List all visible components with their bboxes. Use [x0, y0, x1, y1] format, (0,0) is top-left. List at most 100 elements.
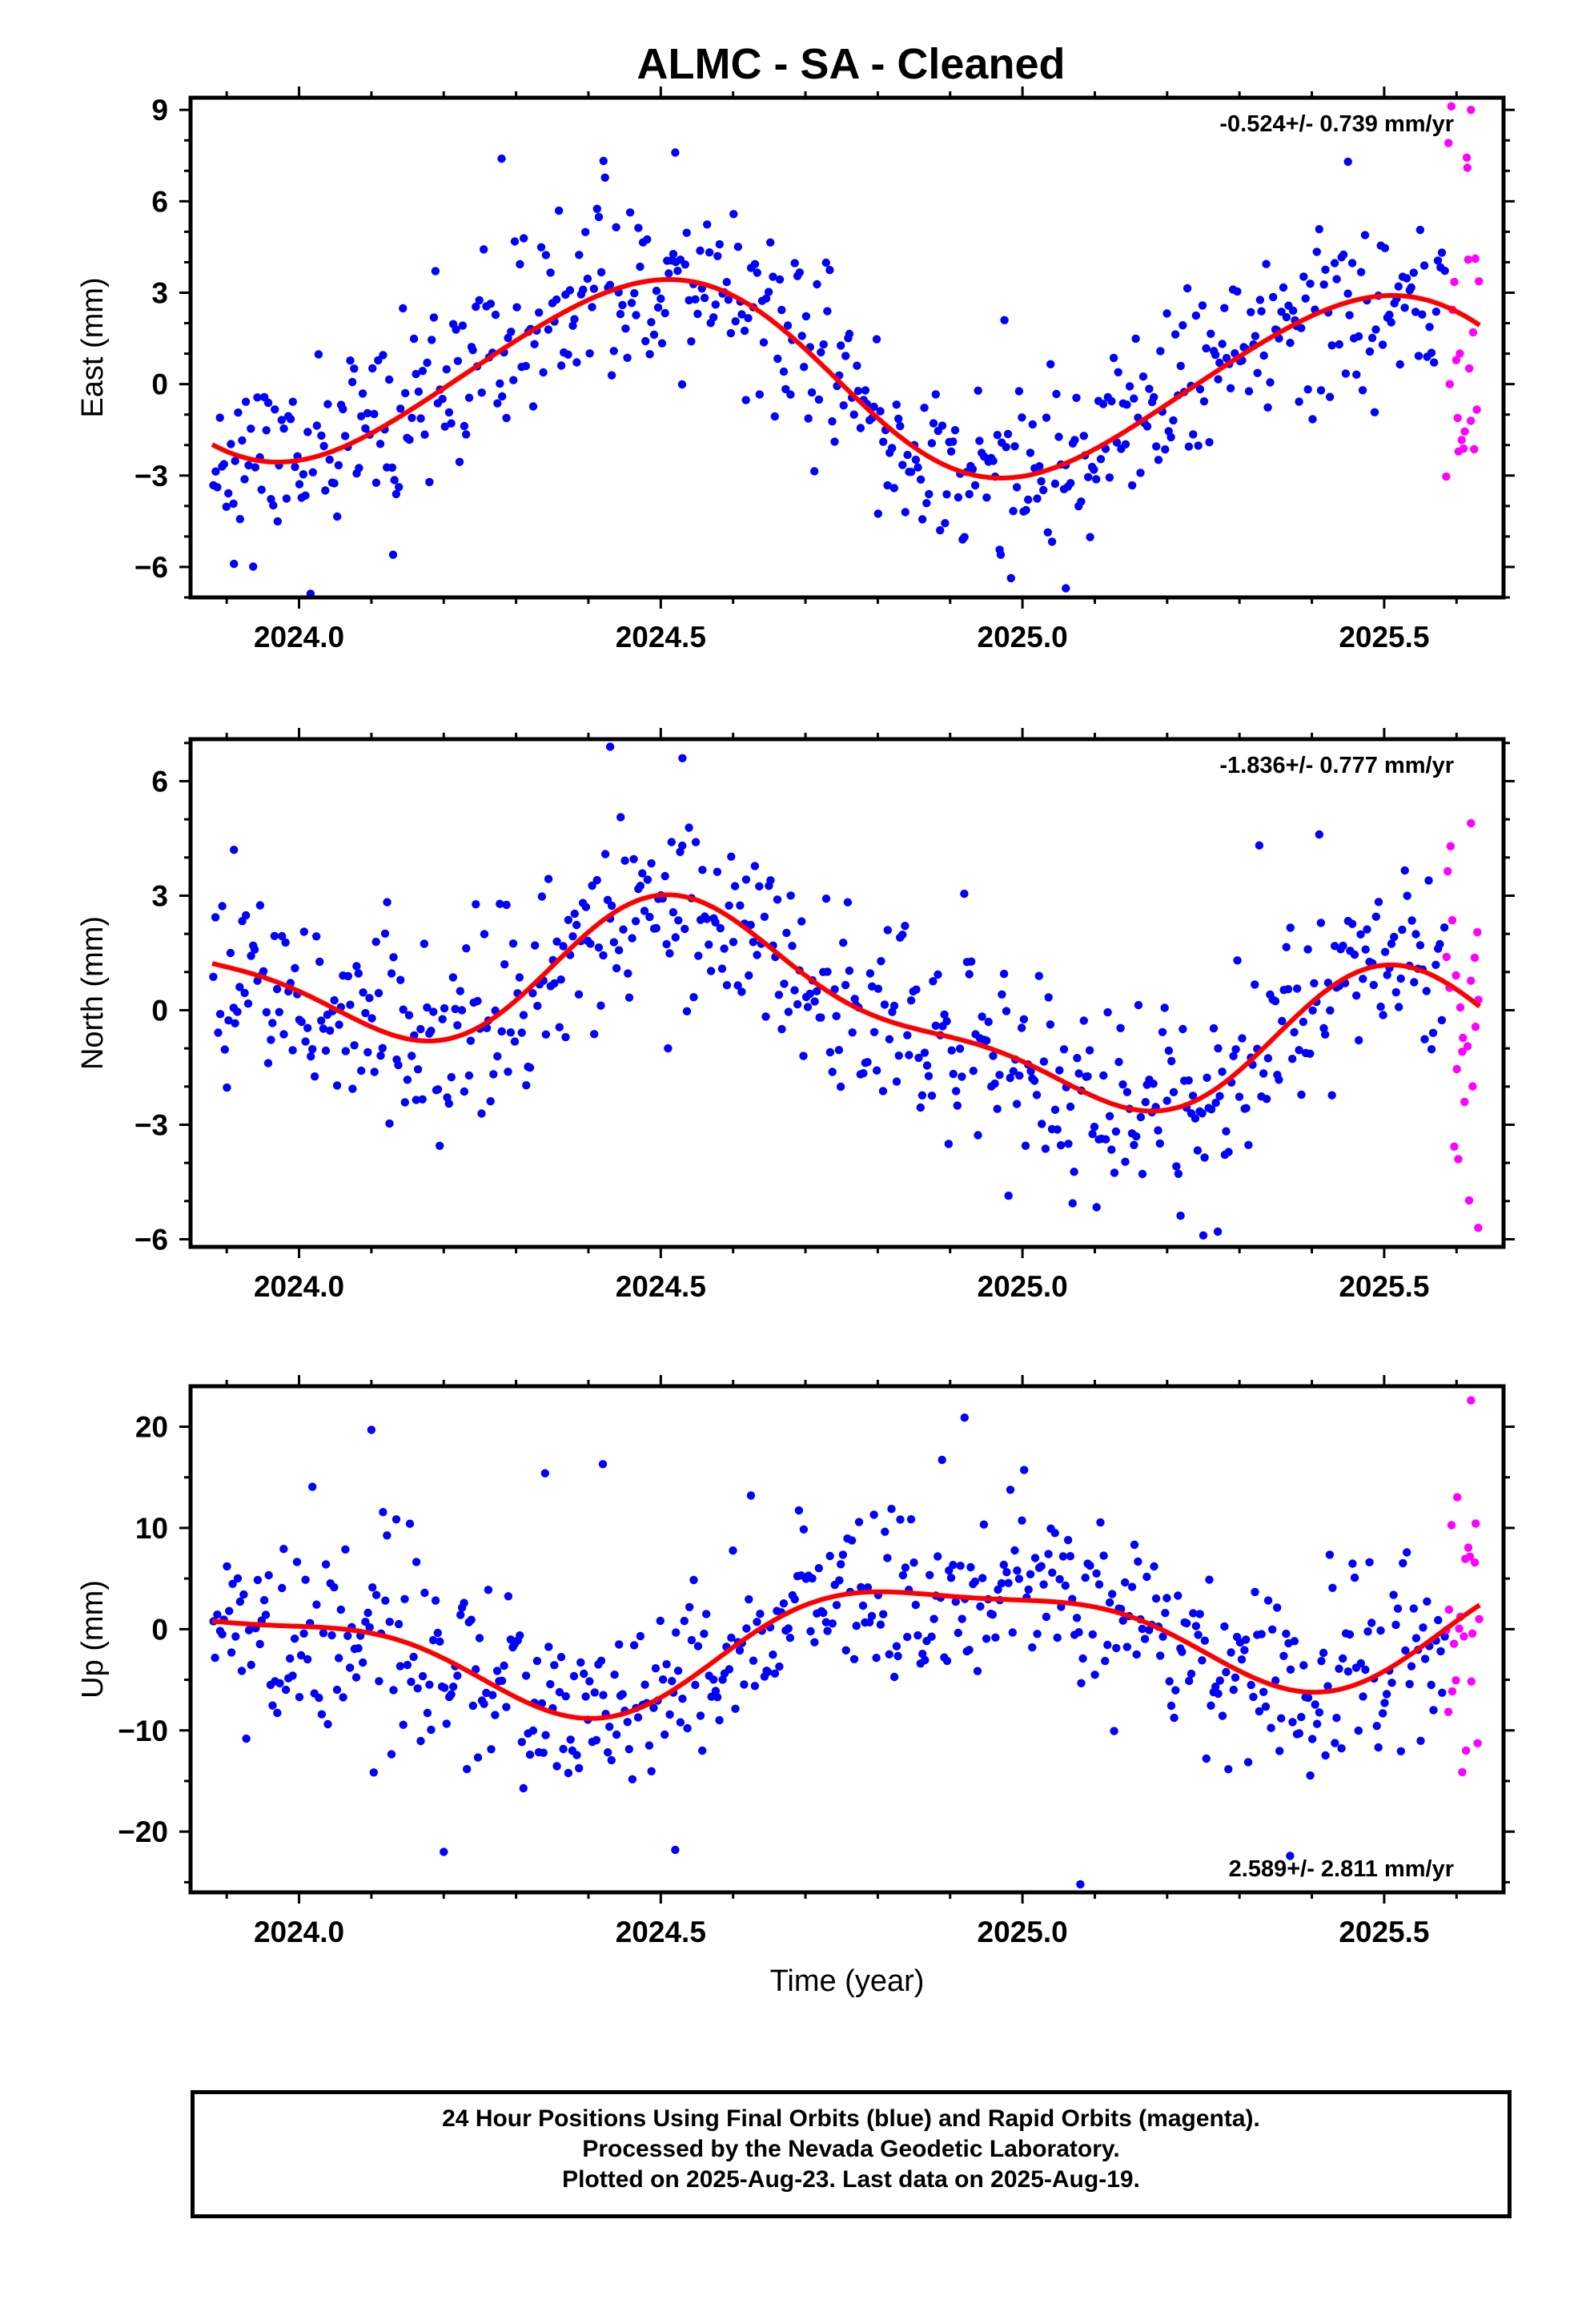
final-orbit-point [1105, 473, 1114, 482]
final-orbit-point [745, 971, 753, 980]
final-orbit-point [493, 1051, 502, 1061]
final-orbit-point [1433, 256, 1443, 265]
y-tick-label: 3 [151, 277, 168, 310]
final-orbit-point [1002, 443, 1010, 452]
final-orbit-point [729, 210, 738, 219]
final-orbit-point [647, 318, 656, 327]
final-orbit-point [519, 1783, 528, 1793]
final-orbit-point [270, 931, 279, 941]
final-orbit-point [1321, 1751, 1330, 1760]
final-orbit-point [1073, 1054, 1082, 1063]
final-orbit-point [1156, 347, 1165, 356]
final-orbit-point [1395, 1003, 1403, 1011]
final-orbit-point [286, 1654, 295, 1663]
final-orbit-point [497, 154, 506, 163]
final-orbit-point [1286, 1665, 1295, 1674]
final-orbit-point [1048, 1568, 1057, 1578]
final-orbit-point [1198, 1656, 1207, 1665]
final-orbit-point [317, 1710, 327, 1719]
final-orbit-point [785, 1634, 795, 1642]
final-orbit-point [436, 1637, 444, 1646]
rapid-orbit-point [1463, 1042, 1472, 1051]
final-orbit-point [546, 1679, 555, 1689]
final-orbit-point [335, 1020, 343, 1029]
final-orbit-point [532, 1656, 542, 1666]
x-tick-label: 2024.5 [616, 1916, 706, 1948]
final-orbit-point [1251, 332, 1260, 340]
final-orbit-point [1122, 1088, 1132, 1096]
final-orbit-point [492, 1667, 502, 1675]
final-orbit-point [1434, 1615, 1443, 1625]
final-orbit-point [1263, 403, 1272, 412]
final-orbit-point [960, 1413, 970, 1422]
final-orbit-point [702, 1610, 711, 1618]
final-orbit-point [498, 392, 507, 401]
final-orbit-point [369, 1768, 378, 1777]
final-orbit-point [627, 299, 636, 308]
final-orbit-point [1128, 480, 1137, 490]
final-orbit-point [244, 460, 253, 470]
final-orbit-point [1224, 1148, 1233, 1156]
final-orbit-point [1042, 413, 1051, 422]
rapid-orbit-point [1465, 1552, 1475, 1562]
final-orbit-point [1030, 1554, 1040, 1562]
final-orbit-point [1378, 340, 1387, 349]
final-orbit-point [1332, 1714, 1341, 1723]
final-orbit-point [777, 305, 786, 315]
final-orbit-point [823, 967, 832, 976]
final-orbit-point [472, 302, 480, 312]
final-orbit-point [1306, 279, 1315, 288]
final-orbit-point [1142, 422, 1152, 431]
final-orbit-point [607, 371, 616, 380]
final-orbit-point [761, 294, 771, 303]
final-orbit-point [535, 308, 544, 317]
final-orbit-point [1317, 1657, 1326, 1666]
final-orbit-point [581, 227, 590, 236]
north-fit-curve [211, 892, 1482, 1114]
rapid-orbit-point [1450, 277, 1459, 287]
final-orbit-point [1229, 1051, 1238, 1061]
final-orbit-point [400, 1098, 409, 1107]
final-orbit-point [1268, 1625, 1277, 1634]
final-orbit-point [1176, 1211, 1185, 1220]
final-orbit-point [1316, 386, 1326, 395]
final-orbit-point [731, 317, 740, 326]
final-orbit-point [1399, 1558, 1407, 1568]
final-orbit-point [1064, 1140, 1073, 1148]
final-orbit-point [345, 1663, 355, 1672]
final-orbit-point [1090, 1671, 1099, 1679]
final-orbit-point [468, 1701, 477, 1711]
rapid-orbit-point [1459, 444, 1468, 453]
final-orbit-point [832, 1011, 841, 1021]
final-orbit-point [451, 1004, 460, 1014]
final-orbit-point [401, 388, 410, 398]
final-orbit-point [1315, 830, 1324, 839]
rapid-orbit-point [1470, 953, 1480, 963]
final-orbit-point [1370, 408, 1379, 416]
final-orbit-point [676, 847, 685, 857]
final-orbit-point [1277, 1714, 1286, 1723]
final-orbit-point [453, 1021, 462, 1030]
final-orbit-point [488, 1691, 497, 1699]
final-orbit-point [1422, 987, 1431, 995]
final-orbit-point [725, 1665, 734, 1674]
final-orbit-point [703, 220, 712, 229]
final-orbit-point [1325, 392, 1335, 401]
final-orbit-point [1203, 1073, 1211, 1083]
final-orbit-point [1214, 1043, 1223, 1053]
final-orbit-point [1200, 1636, 1210, 1645]
final-orbit-point [1044, 993, 1053, 1002]
east-panel: 2024.0 2024.5 2025.0 2025.5 −6 −3 0 3 6 9 East (mm… [76, 86, 1515, 653]
final-orbit-point [869, 402, 878, 412]
final-orbit-point [872, 335, 881, 344]
final-orbit-point [880, 1000, 889, 1009]
final-orbit-point [564, 1768, 573, 1778]
final-orbit-point [556, 361, 566, 370]
final-orbit-point [1166, 432, 1175, 442]
final-orbit-point [1295, 397, 1303, 406]
final-orbit-point [830, 985, 839, 994]
final-orbit-point [317, 1016, 326, 1025]
final-orbit-point [925, 489, 934, 499]
y-tick-label: −6 [135, 551, 168, 584]
final-orbit-point [821, 1618, 831, 1626]
